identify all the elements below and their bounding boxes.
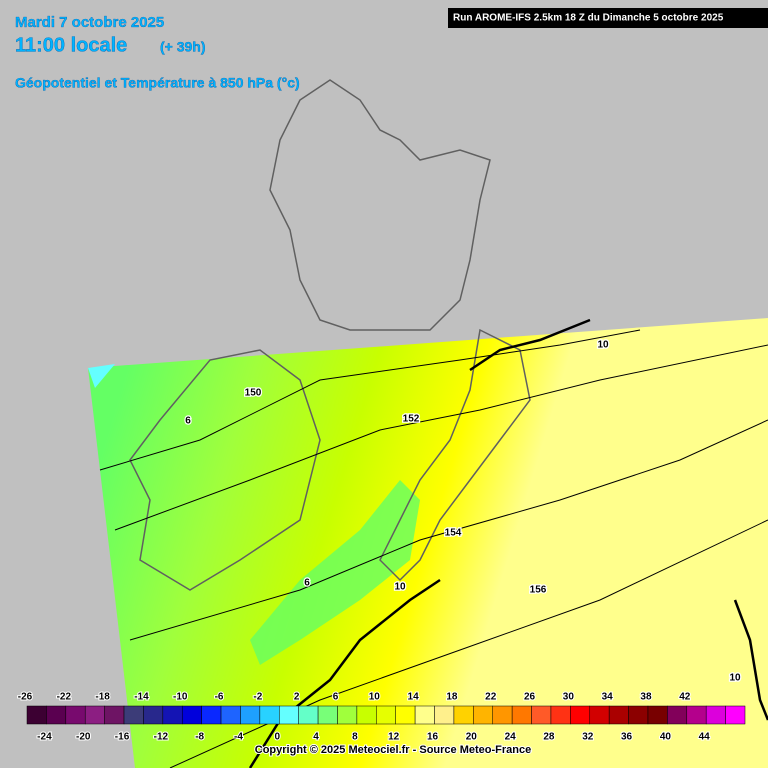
color-swatch — [414, 705, 435, 725]
color-swatch — [434, 705, 455, 725]
color-swatch — [667, 705, 688, 725]
contour-label: 156 — [530, 585, 547, 596]
color-swatch — [279, 705, 299, 725]
color-swatch — [511, 705, 532, 725]
color-swatch — [26, 705, 47, 725]
color-swatch — [162, 705, 183, 725]
scale-label: -14 — [134, 692, 149, 703]
lead-time: (+ 39h) — [160, 39, 206, 55]
scale-label: 38 — [640, 692, 652, 703]
warm-tongue — [250, 480, 420, 665]
color-swatch — [104, 705, 125, 725]
color-swatch — [550, 705, 571, 725]
color-swatch — [531, 705, 552, 725]
date: Mardi 7 octobre 2025 — [15, 14, 164, 31]
scale-label: 40 — [660, 732, 672, 743]
cold-patch — [88, 364, 115, 388]
color-swatch — [725, 705, 746, 725]
scale-label: 34 — [602, 692, 614, 703]
color-swatch — [84, 705, 105, 725]
scale-label: -10 — [173, 692, 188, 703]
color-swatch — [492, 705, 513, 725]
scale-label: -18 — [95, 692, 110, 703]
color-swatch — [395, 705, 416, 725]
scale-label: -24 — [37, 732, 52, 743]
scale-label: 24 — [505, 732, 517, 743]
run-info: Run AROME-IFS 2.5km 18 Z du Dimanche 5 o… — [453, 13, 724, 24]
scale-label: 0 — [274, 732, 280, 743]
scale-label: 30 — [563, 692, 575, 703]
scale-label: -16 — [115, 732, 130, 743]
color-swatch — [337, 705, 358, 725]
color-swatch — [608, 705, 629, 725]
color-swatch — [298, 705, 319, 725]
color-swatch — [453, 705, 474, 725]
scale-label: 10 — [369, 692, 381, 703]
color-swatch — [240, 705, 261, 725]
scale-label: 36 — [621, 732, 633, 743]
run-box — [448, 8, 768, 28]
contour-label: 6 — [185, 416, 191, 427]
scale-label: 4 — [313, 732, 319, 743]
color-swatch — [46, 705, 67, 725]
scale-label: 8 — [352, 732, 358, 743]
scale-label: -8 — [195, 732, 204, 743]
scale-label: 2 — [294, 692, 300, 703]
contour-label: 10 — [729, 673, 741, 684]
scale-label: 14 — [408, 692, 420, 703]
time: 11:00 locale — [15, 34, 127, 56]
color-swatch — [201, 705, 222, 725]
color-swatch — [356, 705, 377, 725]
scale-label: 18 — [446, 692, 458, 703]
scale-label: 6 — [333, 692, 339, 703]
color-swatch — [220, 705, 241, 725]
contour-label: 10 — [394, 582, 406, 593]
scale-label: -6 — [215, 692, 224, 703]
scale-label: 26 — [524, 692, 536, 703]
scale-label: -12 — [154, 732, 169, 743]
contour-label: 150 — [245, 388, 262, 399]
color-swatch — [123, 705, 144, 725]
scale-label: -4 — [234, 732, 243, 743]
contour-label: 152 — [403, 414, 420, 425]
color-swatch — [628, 705, 649, 725]
color-swatch — [181, 705, 202, 725]
contour-label: 6 — [304, 578, 310, 589]
copyright: Copyright © 2025 Meteociel.fr - Source M… — [255, 744, 531, 756]
scale-label: 20 — [466, 732, 478, 743]
contour-label: 154 — [445, 528, 462, 539]
scale-label: 28 — [543, 732, 555, 743]
scale-label: 12 — [388, 732, 400, 743]
color-swatch — [705, 705, 726, 725]
color-swatch — [143, 705, 164, 725]
color-swatch — [473, 705, 493, 725]
color-swatch — [647, 705, 668, 725]
coastlines-france — [248, 318, 768, 768]
color-swatch — [589, 705, 610, 725]
scale-label: 16 — [427, 732, 439, 743]
color-swatch — [376, 705, 396, 725]
scale-label: -2 — [253, 692, 262, 703]
coastlines — [129, 79, 531, 591]
scale-label: -22 — [57, 692, 72, 703]
color-scale: -26-24-22-20-18-16-14-12-10-8-6-4-202468… — [17, 691, 746, 744]
color-swatch — [65, 705, 86, 725]
scale-label: 42 — [679, 692, 691, 703]
contour-label: 10 — [597, 340, 609, 351]
scale-label: 22 — [485, 692, 497, 703]
scale-label: 44 — [699, 732, 711, 743]
color-swatch — [259, 705, 280, 725]
color-swatch — [570, 705, 591, 725]
scale-label: -26 — [18, 692, 33, 703]
field-title: Géopotentiel et Température à 850 hPa (°… — [15, 75, 300, 91]
scale-label: -20 — [76, 732, 91, 743]
color-swatch — [317, 705, 338, 725]
scale-label: 32 — [582, 732, 594, 743]
color-swatch — [686, 705, 707, 725]
